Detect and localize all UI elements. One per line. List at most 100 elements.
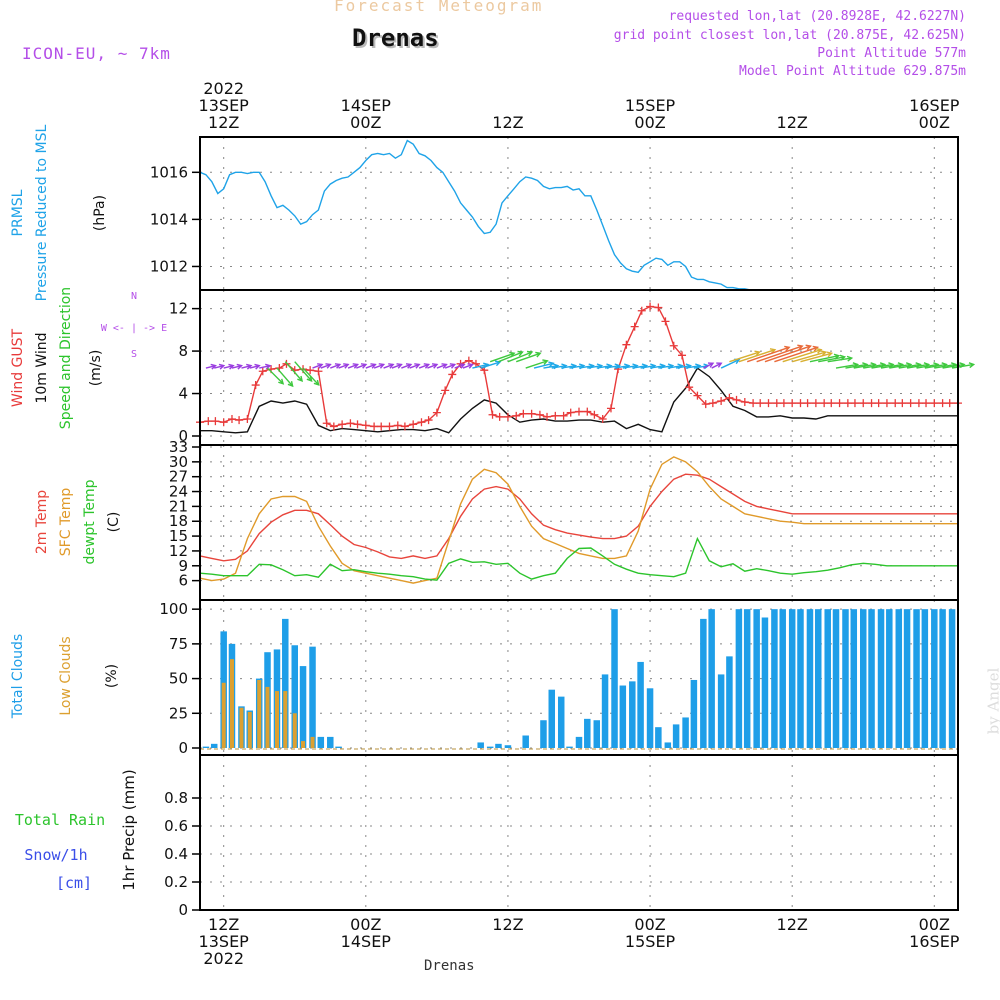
y-tick-label: 0.2 <box>164 873 188 891</box>
wind-arrow <box>444 363 456 369</box>
compass-south: S <box>131 349 137 360</box>
wind-arrowhead <box>388 363 395 369</box>
wind-arrowhead <box>754 350 761 357</box>
gust-marker <box>891 399 900 408</box>
total-cloud-bar <box>522 735 529 748</box>
total-cloud-bar <box>842 609 849 748</box>
total-cloud-bar <box>202 746 210 748</box>
wind-arrow <box>791 351 826 363</box>
rain-axis-label: Total Rain <box>15 811 105 829</box>
gust-marker <box>503 412 512 421</box>
wind-arrow <box>525 360 548 369</box>
wind-arrow <box>294 361 313 382</box>
gust-marker <box>409 420 418 429</box>
total-cloud-bar <box>913 609 920 748</box>
wind-arrow <box>365 363 376 369</box>
gust-marker <box>314 367 323 376</box>
total-cloud-bar <box>753 609 760 748</box>
total-cloud-bar <box>797 609 804 748</box>
wind-arrow <box>454 363 465 369</box>
y-tick-label: 21 <box>169 497 188 515</box>
wind-arrow <box>320 363 331 369</box>
y-tick-label: 1016 <box>150 163 188 181</box>
wind-arrowhead <box>334 363 342 369</box>
wind-arrow <box>302 367 320 386</box>
total-cloud-bar <box>548 689 556 748</box>
gust-marker <box>258 367 267 376</box>
gust-marker <box>630 322 639 331</box>
wind-arrow <box>596 364 612 369</box>
gust-marker <box>938 399 947 408</box>
wind-arrow <box>951 363 974 369</box>
wind-arrow <box>632 364 647 369</box>
wind-arrow <box>614 364 630 369</box>
low-cloud-bar <box>265 686 270 748</box>
wind-arrow <box>551 364 567 369</box>
wind-arrow <box>880 363 903 369</box>
wind-arrowhead <box>441 363 448 369</box>
wind-arrowhead <box>265 363 272 370</box>
bottom-time-label: 14SEP <box>341 932 392 951</box>
prmsl-line <box>199 139 958 291</box>
wind-arrow <box>685 364 701 369</box>
compass-north: N <box>131 291 137 302</box>
gust-marker <box>882 399 891 408</box>
wind-arrowhead <box>378 363 386 369</box>
total-cloud-bar <box>477 742 484 748</box>
gust-marker <box>235 416 244 425</box>
wind-arrow <box>827 357 852 363</box>
wind-arrowhead <box>278 378 285 385</box>
gust-marker <box>661 317 670 326</box>
total-cloud-bar <box>700 618 707 748</box>
gust-marker <box>512 411 521 420</box>
gust-marker <box>945 399 954 408</box>
y-tick-label: 0 <box>178 739 188 757</box>
panel-frame-precip <box>199 754 959 911</box>
wind-arrow <box>649 364 665 369</box>
temp-unit-label: (C) <box>106 512 122 533</box>
location-title: Drenas <box>352 24 439 52</box>
wind-arrow <box>401 363 412 369</box>
wind-arrow <box>312 363 323 369</box>
wind-arrowhead <box>494 360 502 367</box>
low-cloud-bar <box>283 691 288 748</box>
wind-arrowhead <box>449 363 457 369</box>
wind-arrowhead <box>716 362 723 368</box>
total-cloud-bar <box>886 609 893 748</box>
total-cloud-bar <box>931 609 938 748</box>
total-cloud-bar <box>708 609 715 748</box>
gust-marker <box>646 302 655 311</box>
top-time-label: 14SEP <box>341 96 392 115</box>
total-cloud-bar <box>495 743 502 748</box>
wind-arrow <box>338 363 349 369</box>
wind-arrowhead <box>317 363 324 369</box>
wind-arrow <box>774 346 818 363</box>
y-tick-label: 8 <box>178 342 188 360</box>
snow-axis-label: Snow/1h <box>24 846 87 864</box>
gust-marker <box>732 395 741 404</box>
wind-arrow <box>863 363 885 369</box>
gust-axis-label: Wind GUST <box>10 328 26 407</box>
temp2m-line <box>199 473 958 562</box>
total-cloud-bar <box>309 646 316 748</box>
wind-arrowhead <box>414 363 421 369</box>
top-time-label: 00Z <box>634 113 665 132</box>
low-cloud-bar <box>239 707 244 748</box>
wind-arrow <box>543 364 558 369</box>
total-cloud-bar <box>593 720 601 748</box>
gridpoint-lonlat: grid point closest lon,lat (20.875E, 42.… <box>613 28 966 43</box>
wind-arrow <box>515 352 541 363</box>
wind-arrow <box>489 352 515 363</box>
total-cloud-bar <box>611 609 618 748</box>
y-tick-label: 12 <box>169 300 188 318</box>
total-cloud-bar <box>726 656 733 748</box>
gust-marker <box>796 399 805 408</box>
wind-arrowhead <box>459 363 466 369</box>
total-cloud-bar <box>664 742 672 748</box>
wind-arrowhead <box>769 348 777 354</box>
wind-arrow <box>241 364 252 369</box>
gust-marker <box>749 399 758 408</box>
total-cloud-bar <box>682 717 689 748</box>
total-cloud-bar <box>903 609 911 748</box>
compass-east-west: W <- | -> E <box>101 323 167 334</box>
